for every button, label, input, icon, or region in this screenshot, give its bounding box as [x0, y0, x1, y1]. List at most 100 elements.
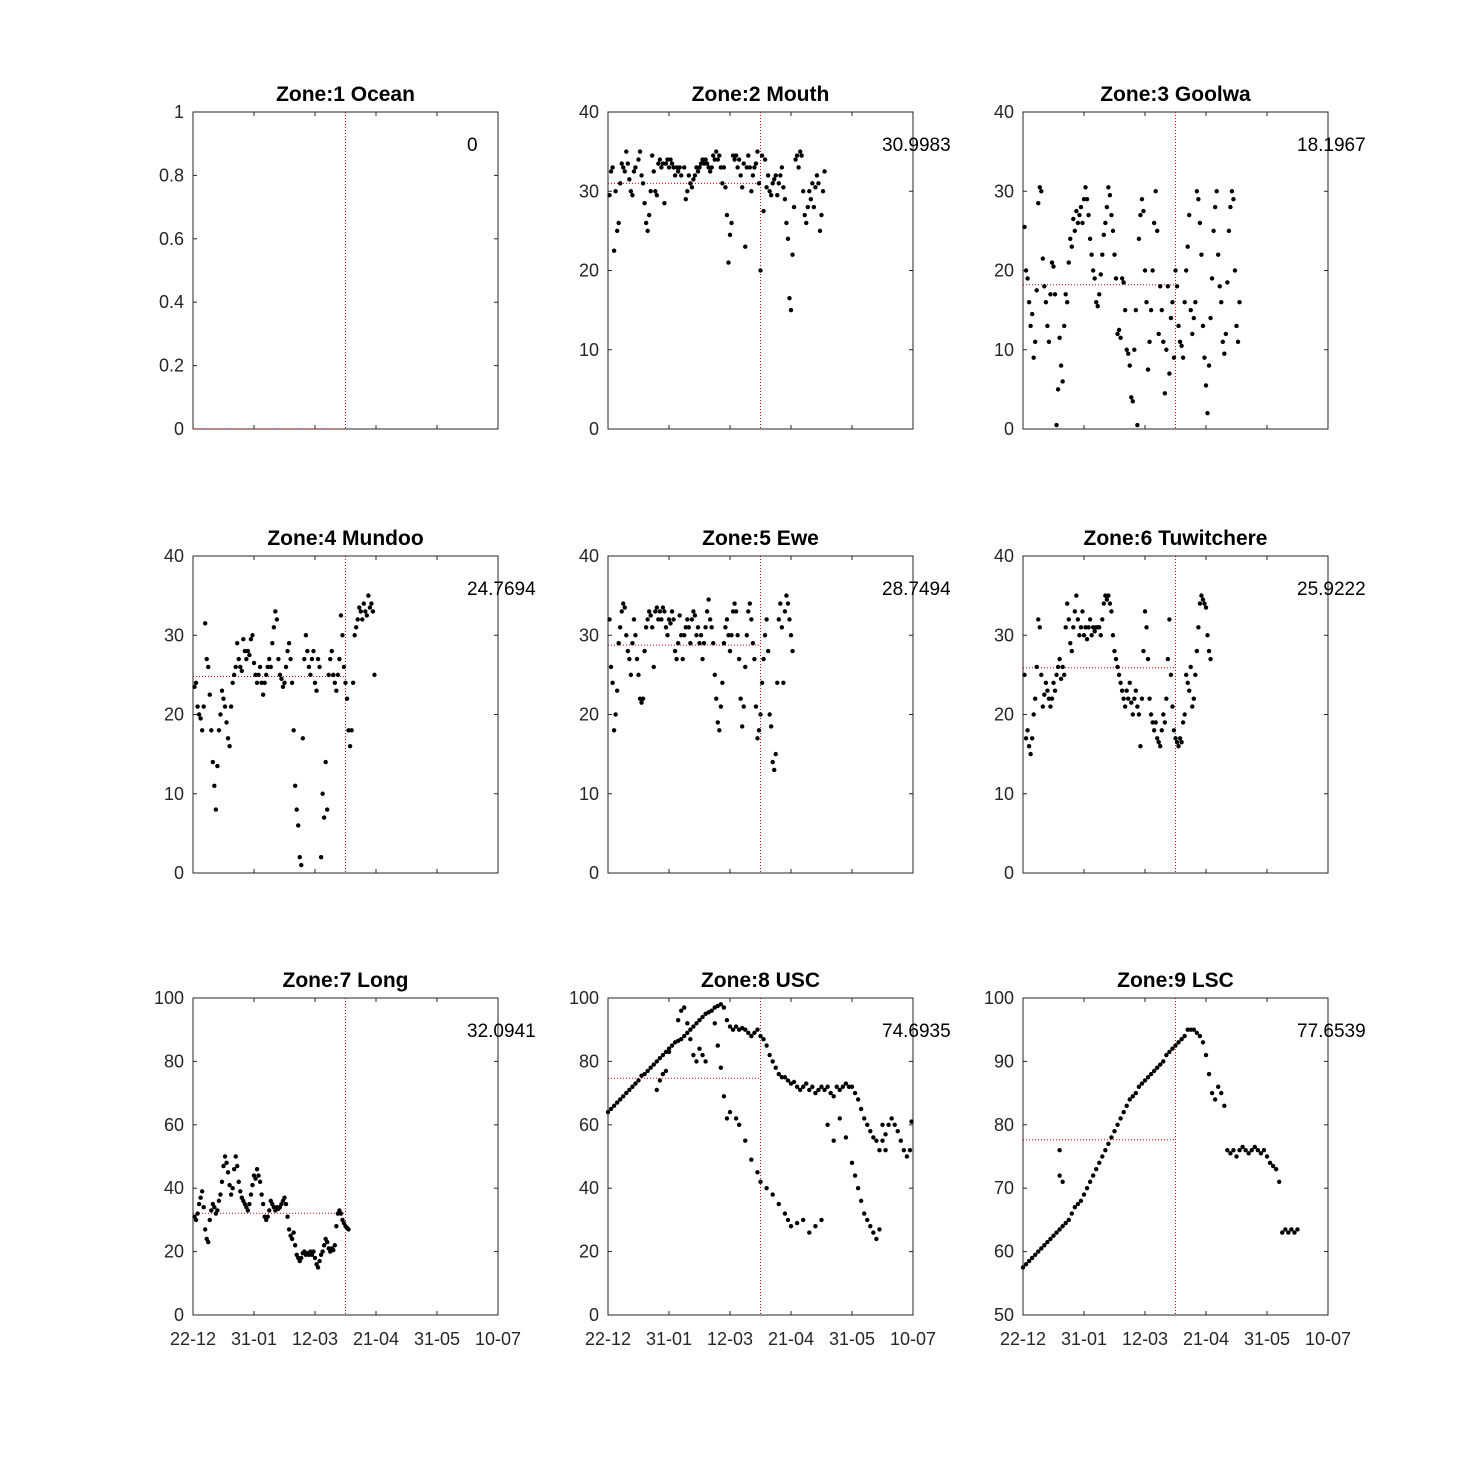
data-point	[794, 1084, 800, 1089]
data-point	[660, 605, 666, 610]
data-point	[225, 1170, 231, 1175]
data-point	[721, 640, 727, 646]
data-point	[1139, 196, 1145, 202]
data-point	[1136, 1084, 1142, 1089]
data-point	[1045, 688, 1050, 693]
data-point	[692, 613, 698, 618]
data-point	[1094, 1166, 1099, 1172]
data-point	[196, 1201, 202, 1207]
data-point	[279, 676, 284, 682]
data-point	[1155, 736, 1160, 741]
data-point	[1029, 311, 1035, 317]
data-point	[1106, 593, 1111, 598]
data-point	[855, 1186, 861, 1191]
data-point	[768, 193, 774, 198]
data-point	[642, 1071, 647, 1077]
data-point	[698, 633, 704, 638]
data-point	[1176, 1040, 1181, 1045]
data-point	[730, 1027, 736, 1032]
data-point	[321, 1243, 327, 1248]
data-point	[707, 169, 713, 174]
data-point	[810, 1084, 815, 1089]
data-point	[630, 640, 635, 646]
data-point	[1052, 688, 1058, 693]
data-point	[1087, 617, 1093, 622]
x-tick-label: 21-04	[1183, 1329, 1229, 1349]
data-point	[1229, 189, 1235, 194]
data-point	[611, 728, 617, 733]
mean-annotation: 0	[467, 135, 478, 156]
data-point	[1219, 300, 1224, 305]
data-point	[248, 1192, 254, 1197]
data-point	[665, 633, 670, 638]
data-point	[718, 165, 724, 170]
data-point	[338, 1211, 344, 1216]
data-point	[755, 1027, 760, 1032]
data-point	[1036, 617, 1041, 622]
data-point	[199, 728, 205, 733]
data-point	[804, 1081, 809, 1086]
data-point	[1147, 339, 1152, 345]
data-point	[1086, 212, 1091, 218]
x-tick-label: 31-01	[231, 1329, 277, 1349]
data-point	[662, 609, 667, 614]
data-point	[819, 1084, 824, 1089]
data-point	[1121, 1109, 1126, 1115]
data-point	[730, 609, 736, 614]
data-point	[1049, 260, 1055, 265]
data-point	[1036, 200, 1041, 206]
data-point	[683, 196, 688, 202]
data-point	[874, 1236, 879, 1242]
data-point	[636, 157, 641, 162]
data-point	[846, 1084, 852, 1089]
data-point	[302, 656, 307, 662]
data-point	[631, 617, 637, 622]
data-point	[874, 1138, 879, 1143]
data-point	[727, 648, 733, 654]
data-point	[1034, 288, 1039, 293]
data-point	[691, 177, 696, 182]
data-point	[1077, 633, 1082, 638]
y-tick-label: 30	[164, 625, 184, 645]
y-tick-label: 0.4	[159, 292, 184, 312]
subplot-9: Zone:9 LSC 50 60 70 80 90 100 22-12 31-01 12-03 21…	[984, 969, 1366, 1349]
data-point	[257, 664, 263, 670]
data-point	[675, 1017, 681, 1023]
data-point	[1031, 712, 1036, 717]
data-point	[1081, 196, 1087, 202]
data-point	[700, 157, 705, 162]
data-point	[700, 656, 705, 662]
subplot-6: Zone:6 Tuwitchere 0 10 20 30 40 25.9222	[994, 527, 1366, 883]
data-point	[614, 1100, 620, 1105]
data-point	[782, 1075, 788, 1080]
data-point	[1234, 323, 1239, 329]
data-point	[1046, 696, 1052, 701]
data-point	[1139, 696, 1145, 701]
data-point	[837, 1087, 842, 1093]
data-point	[1071, 216, 1076, 222]
y-tick-label: 20	[579, 1242, 599, 1262]
data-point	[1151, 1068, 1157, 1074]
data-point	[1206, 648, 1212, 654]
data-point	[1058, 363, 1064, 368]
data-point	[1066, 617, 1071, 622]
data-point	[294, 807, 299, 812]
data-point	[1212, 1097, 1218, 1102]
data-point	[1222, 1103, 1227, 1108]
data-point	[686, 173, 692, 178]
data-point	[714, 696, 719, 701]
data-point	[1098, 272, 1103, 277]
data-point	[1196, 196, 1201, 202]
data-point	[1168, 315, 1174, 321]
data-point	[624, 633, 629, 638]
data-point	[1063, 292, 1068, 297]
data-point	[805, 204, 810, 210]
data-point	[619, 609, 624, 614]
data-point	[715, 157, 720, 162]
data-point	[315, 656, 321, 662]
data-point	[1222, 351, 1227, 356]
data-point	[855, 1097, 861, 1102]
data-point	[1097, 625, 1102, 630]
data-point	[753, 704, 759, 709]
y-tick-label: 70	[994, 1178, 1014, 1198]
